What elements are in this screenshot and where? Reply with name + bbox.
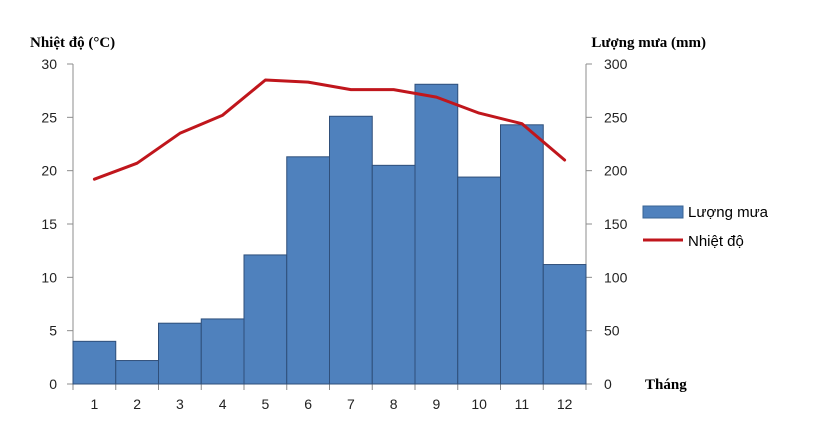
rain-bar [158,322,202,385]
x-tick-label: 7 [347,396,355,412]
rain-bar [500,124,544,385]
y-left-tick-label: 25 [41,109,57,125]
rain-bar [72,340,117,385]
y-right-tick-label: 250 [604,109,628,125]
legend-label-temperature: Nhiệt độ [688,233,744,250]
x-tick-label: 11 [515,396,530,412]
rain-bar [200,318,245,385]
y-right-tick-label: 150 [604,216,628,232]
labels-layer: Nhiệt độ (°C) Lượng mưa (mm) Tháng [30,35,706,393]
rain-bar [457,176,501,385]
x-tick-label: 10 [471,396,487,412]
x-tick-label: 12 [557,396,573,412]
y-right-tick-label: 50 [604,323,620,339]
y-right-tick-label: 200 [604,163,628,179]
x-tick-label: 6 [304,396,312,412]
x-tick-label: 4 [219,396,227,412]
y-left-tick-label: 0 [49,376,57,392]
y-right-tick-label: 300 [604,56,628,72]
y-left-tick-label: 30 [41,56,57,72]
x-tick-label: 5 [261,396,269,412]
y-left-tick-label: 10 [41,269,57,285]
rain-bar [414,83,459,385]
rain-bar [542,264,587,385]
rain-bar [115,360,159,385]
rain-bar [329,115,373,385]
y-left-tick-label: 5 [49,323,57,339]
y-right-tick-label: 100 [604,269,628,285]
x-axis-title: Tháng [645,377,687,393]
y-axis-right-title: Lượng mưa (mm) [591,35,706,51]
x-tick-label: 3 [176,396,184,412]
legend: Lượng mưa Nhiệt độ [642,204,769,250]
rain-bar [286,156,330,385]
y-left-tick-label: 20 [41,163,57,179]
rain-bar [243,254,288,385]
y-axis-left-title: Nhiệt độ (°C) [30,35,115,51]
x-tick-label: 8 [390,396,398,412]
temperature-line [92,78,567,181]
legend-label-rain: Lượng mưa [688,204,769,221]
bars-layer [72,83,587,385]
line-layer [92,78,567,181]
rain-bar [371,164,416,385]
x-tick-label: 1 [90,396,98,412]
y-right-tick-label: 0 [604,376,612,392]
x-tick-label: 9 [432,396,440,412]
x-tick-label: 2 [133,396,141,412]
legend-swatch-rain [642,205,684,219]
y-left-tick-label: 15 [41,216,57,232]
